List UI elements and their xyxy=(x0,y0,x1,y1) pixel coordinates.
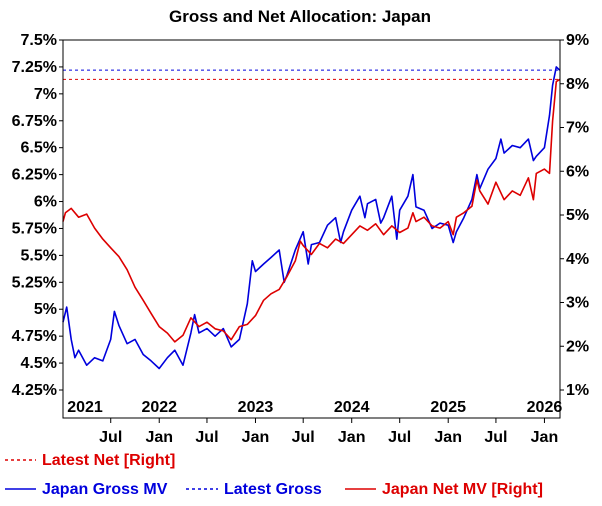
legend-label: Japan Net MV [Right] xyxy=(382,481,543,498)
month-label: Jan xyxy=(531,429,559,446)
month-label: Jul xyxy=(484,429,507,446)
left-tick-label: 5% xyxy=(34,301,57,318)
left-tick-label: 6.75% xyxy=(12,113,57,130)
year-label: 2023 xyxy=(238,399,274,416)
plot-area xyxy=(62,66,561,370)
right-tick-label: 5% xyxy=(566,207,589,224)
left-tick-label: 4.75% xyxy=(12,328,57,345)
year-label: 2025 xyxy=(430,399,466,416)
right-tick-label: 7% xyxy=(566,120,589,137)
right-tick-label: 1% xyxy=(566,382,589,399)
left-tick-label: 7% xyxy=(34,86,57,103)
right-tick-label: 3% xyxy=(566,295,589,312)
year-label: 2021 xyxy=(67,399,103,416)
right-tick-label: 9% xyxy=(566,32,589,49)
chart-title: Gross and Net Allocation: Japan xyxy=(169,7,431,26)
left-tick-label: 5.5% xyxy=(21,247,57,264)
year-label: 2024 xyxy=(334,399,370,416)
plot-frame xyxy=(62,39,561,419)
left-tick-label: 4.5% xyxy=(21,355,57,372)
month-label: Jan xyxy=(242,429,270,446)
series-line xyxy=(62,78,561,343)
left-tick-label: 6.25% xyxy=(12,167,57,184)
month-label: Jan xyxy=(338,429,366,446)
left-tick-label: 6% xyxy=(34,194,57,211)
right-tick-label: 6% xyxy=(566,163,589,180)
left-tick-label: 6.5% xyxy=(21,140,57,157)
legend-label: Japan Gross MV xyxy=(42,481,168,498)
legend-label: Latest Net [Right] xyxy=(42,452,175,469)
left-tick-label: 5.75% xyxy=(12,220,57,237)
legend: Latest Net [Right] Japan Gross MV Latest G… xyxy=(5,452,543,498)
month-label: Jul xyxy=(195,429,218,446)
right-tick-label: 2% xyxy=(566,338,589,355)
right-tick-label: 8% xyxy=(566,76,589,93)
month-label: Jul xyxy=(99,429,122,446)
left-tick-label: 7.25% xyxy=(12,59,57,76)
axes: 7.5% 7.25% 7% 6.75% 6.5% 6.25% 6% 5.75% 5.5% 5.25… xyxy=(12,32,590,446)
series-line xyxy=(62,66,561,370)
right-tick-label: 4% xyxy=(566,251,589,268)
month-label: Jul xyxy=(292,429,315,446)
month-label: Jul xyxy=(388,429,411,446)
year-label: 2022 xyxy=(141,399,177,416)
legend-label: Latest Gross xyxy=(224,481,322,498)
month-label: Jan xyxy=(145,429,173,446)
left-tick-label: 7.5% xyxy=(21,32,57,49)
month-label: Jan xyxy=(434,429,462,446)
left-tick-label: 5.25% xyxy=(12,274,57,291)
year-label: 2026 xyxy=(527,399,563,416)
left-tick-label: 4.25% xyxy=(12,382,57,399)
